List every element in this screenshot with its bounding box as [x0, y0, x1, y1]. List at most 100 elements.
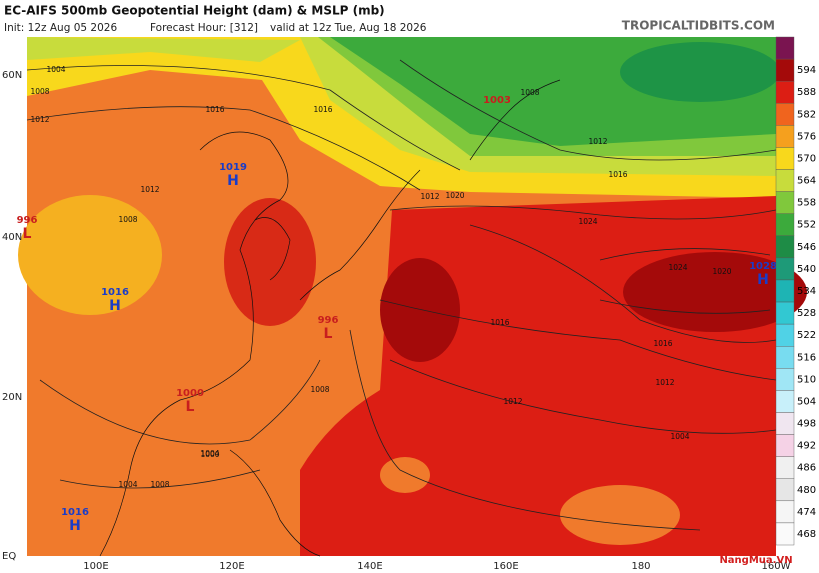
colorbar-swatch — [775, 500, 795, 524]
lon-label: 100E — [83, 561, 108, 572]
pressure-value: 1019 — [219, 162, 247, 173]
forecast-hour: Forecast Hour: [312] — [150, 22, 258, 34]
lat-label: 60N — [2, 70, 22, 81]
height-shade — [560, 485, 680, 545]
pressure-letter: H — [227, 173, 239, 189]
pressure-value: 1000 — [176, 388, 204, 399]
colorbar-label: 576 — [797, 131, 816, 142]
colorbar-label: 486 — [797, 463, 816, 474]
lon-label: 180 — [631, 561, 650, 572]
colorbar-swatch — [775, 80, 795, 104]
colorbar-label: 474 — [797, 507, 816, 518]
colorbar-label: 558 — [797, 198, 816, 209]
colorbar-label: 588 — [797, 87, 816, 98]
lon-label: 160E — [493, 561, 518, 572]
init-time: Init: 12z Aug 05 2026 — [4, 22, 117, 34]
colorbar-swatch — [775, 191, 795, 214]
colorbar-swatch — [775, 478, 795, 502]
contour-label: 1008 — [118, 215, 137, 224]
height-shade — [224, 198, 316, 326]
colorbar-label: 468 — [797, 529, 816, 540]
contour-label: 1008 — [30, 87, 49, 96]
pressure-value: 996 — [17, 215, 38, 226]
contour-label: 1020 — [445, 191, 464, 200]
pressure-value: 1028 — [749, 261, 777, 272]
pressure-letter: L — [23, 226, 32, 242]
contour-label: 1008 — [310, 385, 329, 394]
colorbar-swatch — [775, 257, 795, 281]
contour-label: 1016 — [653, 339, 672, 348]
colorbar-swatch — [775, 346, 795, 369]
contour-label: 1016 — [490, 318, 509, 327]
colorbar-swatch — [775, 301, 795, 325]
contour-label: 1008 — [150, 480, 169, 489]
contour-label: 1000 — [200, 450, 219, 459]
lon-label: 140E — [357, 561, 382, 572]
contour-label: 1012 — [588, 137, 607, 146]
height-shade — [380, 457, 430, 493]
height-shade — [620, 42, 780, 102]
colorbar-label: 570 — [797, 153, 816, 164]
colorbar-swatch — [775, 456, 795, 479]
colorbar-swatch — [775, 323, 795, 347]
title: EC-AIFS 500mb Geopotential Height (dam) … — [4, 4, 385, 18]
pressure-value: 996 — [318, 315, 339, 326]
colorbar-label: 516 — [797, 352, 816, 363]
contour-label: 1012 — [503, 397, 522, 406]
pressure-letter: H — [109, 298, 121, 314]
contour-label: 1004 — [118, 480, 137, 489]
pressure-letter: L — [324, 326, 333, 342]
height-shade — [18, 195, 162, 315]
colorbar-swatch — [775, 235, 795, 259]
contour-label: 1012 — [420, 192, 439, 201]
pressure-value: 1016 — [61, 507, 89, 518]
colorbar-swatch — [775, 412, 795, 435]
map — [18, 37, 807, 557]
pressure-letter: H — [757, 272, 769, 288]
height-shade — [623, 252, 807, 332]
colorbar-swatch — [775, 169, 795, 192]
colorbar-label: 546 — [797, 242, 816, 253]
pressure-value: 1016 — [101, 287, 129, 298]
source: TROPICALTIDBITS.COM — [622, 19, 775, 33]
colorbar-label: 564 — [797, 176, 816, 187]
contour-label: 1016 — [205, 105, 224, 114]
coastlines — [99, 79, 561, 557]
contour-label: 1024 — [578, 217, 597, 226]
colorbar-label: 528 — [797, 308, 816, 319]
lon-label: 120E — [219, 561, 244, 572]
colorbar-label: 534 — [797, 286, 816, 297]
lat-label: 40N — [2, 232, 22, 243]
colorbar-swatch — [775, 103, 795, 126]
height-shade — [27, 37, 300, 62]
colorbar-label: 510 — [797, 374, 816, 385]
colorbar-label: 480 — [797, 485, 816, 496]
contour-label: 1012 — [655, 378, 674, 387]
colorbar-swatch — [775, 147, 795, 170]
colorbar-label: 492 — [797, 441, 816, 452]
colorbar-label: 594 — [797, 65, 816, 76]
colorbar-label: 498 — [797, 419, 816, 430]
contour-label: 1004 — [46, 65, 65, 74]
valid-time: valid at 12z Tue, Aug 18 2026 — [270, 22, 427, 34]
contour-label: 1012 — [30, 115, 49, 124]
pressure-value: 1003 — [483, 95, 511, 106]
colorbar-label: 522 — [797, 330, 816, 341]
contour-label: 1008 — [520, 88, 539, 97]
watermark: NangMua.VN — [719, 555, 792, 566]
contour-label: 1004 — [670, 432, 689, 441]
colorbar-swatch — [775, 390, 795, 413]
lat-label: 20N — [2, 392, 22, 403]
colorbar-swatch — [775, 213, 795, 236]
colorbar-swatch — [775, 125, 795, 148]
colorbar-swatch — [775, 279, 795, 303]
lon-label: 160W — [762, 561, 791, 572]
contour-label: 1024 — [668, 263, 687, 272]
isobars — [26, 59, 777, 531]
contour-label: 1020 — [712, 267, 731, 276]
colorbar-swatch — [775, 434, 795, 457]
pressure-letter: L — [186, 399, 195, 415]
contour-label: 1016 — [313, 105, 332, 114]
height-shade — [380, 258, 460, 362]
